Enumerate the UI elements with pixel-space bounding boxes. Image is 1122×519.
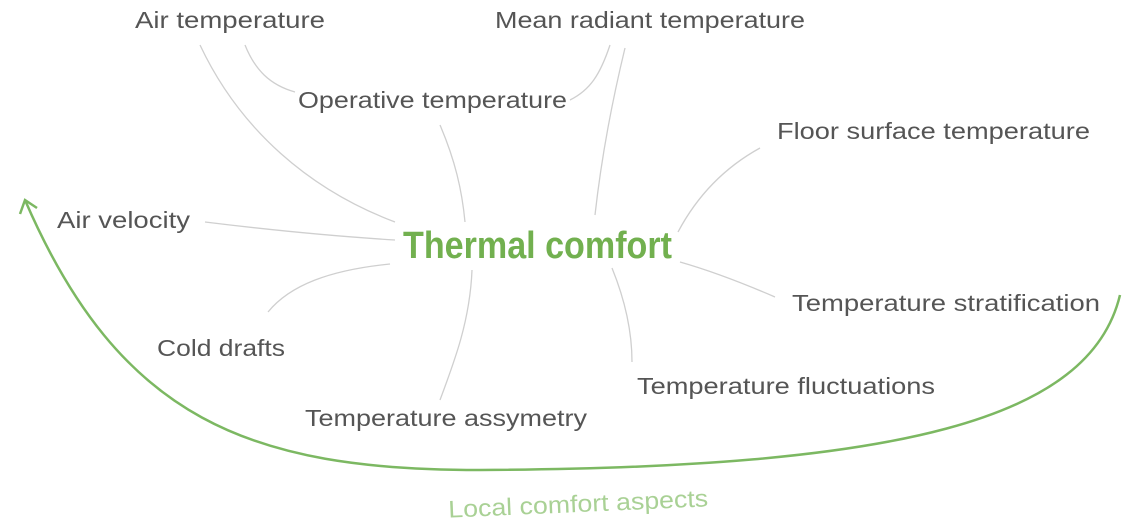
connector — [267, 263, 391, 313]
connector — [677, 147, 761, 233]
connectors — [199, 44, 776, 401]
node-label: Cold drafts — [157, 335, 285, 361]
cycle-arc — [23, 199, 1122, 472]
arrow-head — [18, 198, 38, 215]
cycle-label: Local comfort aspects — [448, 485, 709, 519]
connector — [679, 261, 776, 298]
connector — [611, 267, 633, 363]
connector — [204, 221, 396, 241]
connector — [439, 124, 466, 223]
cycle-arrow — [18, 198, 1122, 472]
node-label: Temperature assymetry — [305, 405, 588, 431]
connector — [439, 269, 473, 401]
node-label: Mean radiant temperature — [495, 7, 805, 33]
connector — [569, 44, 611, 101]
node-label: Air velocity — [57, 207, 191, 233]
center-label: Thermal comfort — [403, 225, 672, 267]
node-label: Temperature fluctuations — [637, 373, 935, 399]
node-label: Temperature stratification — [792, 290, 1100, 316]
node-label: Operative temperature — [298, 87, 567, 113]
connector — [244, 44, 296, 93]
connector — [594, 47, 626, 216]
node-label: Floor surface temperature — [777, 118, 1090, 144]
connector — [199, 44, 396, 223]
node-label: Air temperature — [135, 7, 325, 33]
